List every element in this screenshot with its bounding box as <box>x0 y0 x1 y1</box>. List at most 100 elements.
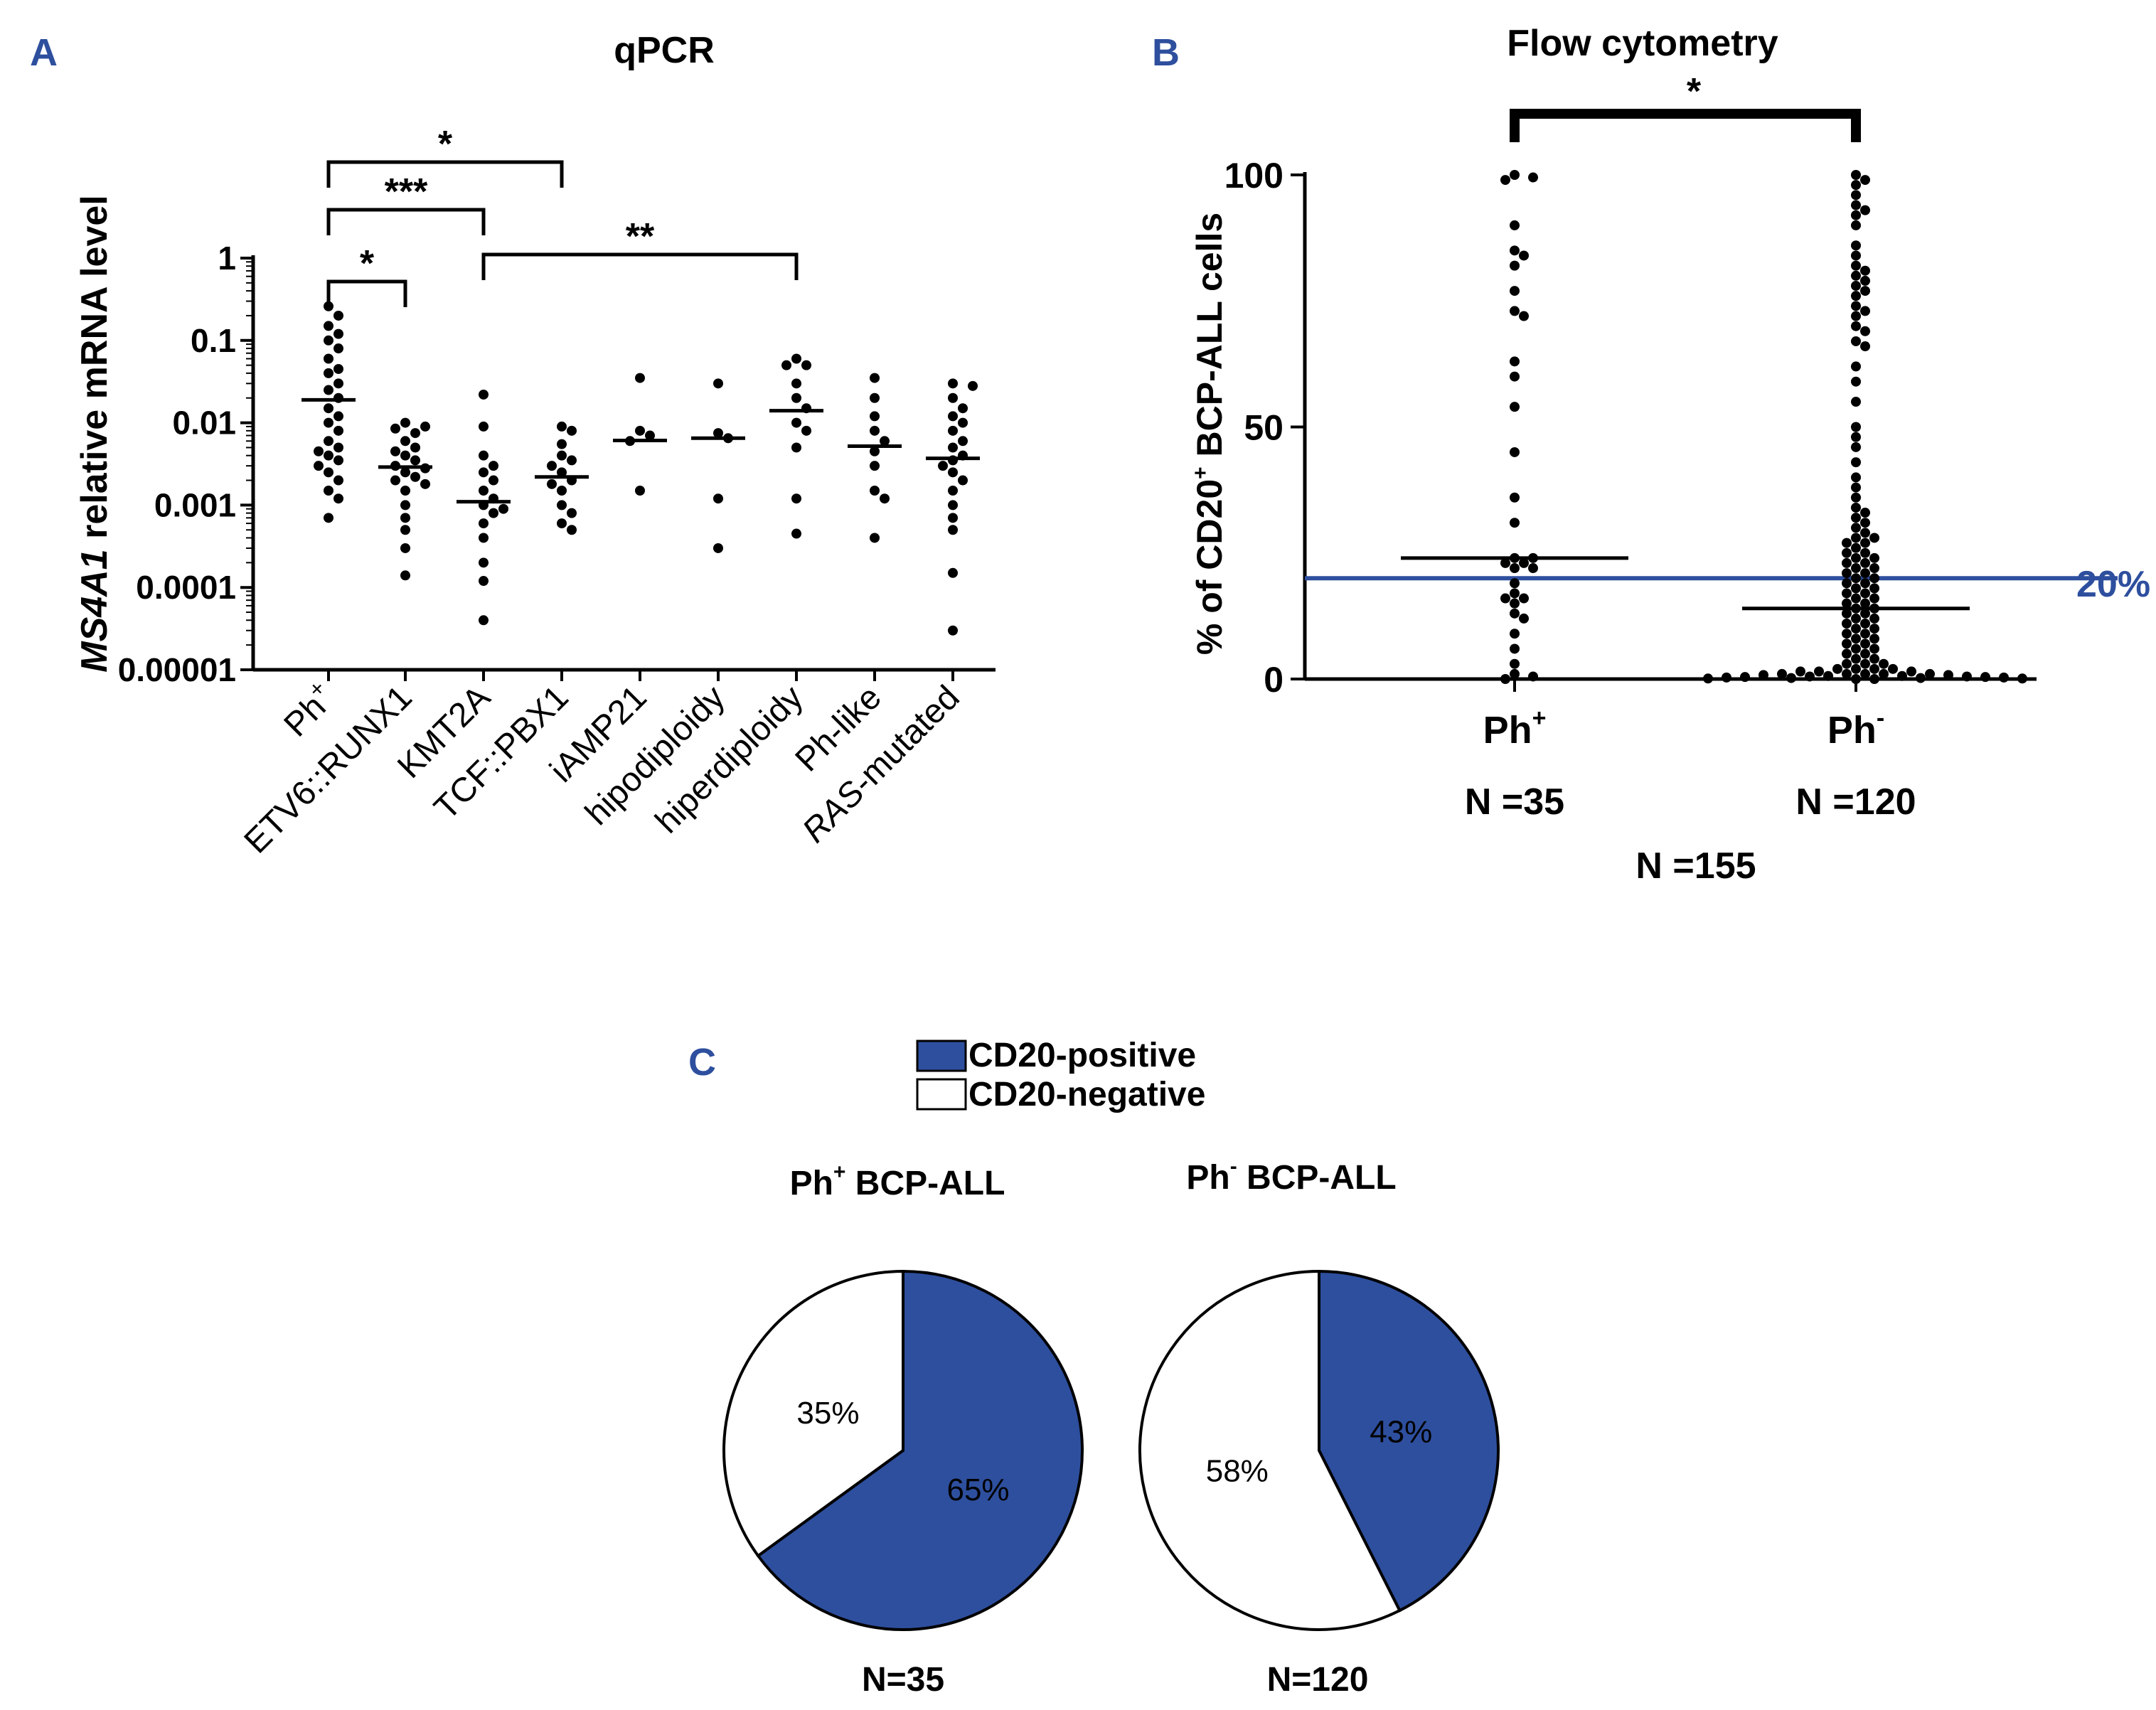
data-point-ras-mutated <box>948 392 958 403</box>
data-point-ph-pos <box>1510 306 1520 316</box>
data-point-ph-neg <box>1851 170 1861 180</box>
data-point-etv6-runx1 <box>400 525 410 535</box>
data-point-ph-like <box>870 461 880 471</box>
pie-chart-ph-negative: 43% 58% <box>1138 1269 1500 1631</box>
data-point-hiperdiploidy <box>791 528 801 539</box>
data-point-ph-neg <box>1851 543 1861 553</box>
data-point-ph-neg <box>1879 658 1889 669</box>
pie-2-title: Ph- BCP-ALL <box>1186 1155 1396 1197</box>
data-point-hipodiploidy <box>713 543 723 553</box>
data-point-kmt2a <box>489 508 498 518</box>
pie-2-title-rest: BCP-ALL <box>1237 1159 1397 1197</box>
data-point-ras-mutated <box>958 475 968 486</box>
data-point-etv6-runx1 <box>390 423 400 434</box>
legend-swatch-positive <box>916 1040 967 1072</box>
data-point-ph-neg <box>1869 643 1879 654</box>
data-point-kmt2a <box>498 503 508 514</box>
data-point-ph-neg <box>1777 668 1787 679</box>
significance-label-b: * <box>1687 71 1702 112</box>
data-point-etv6-runx1 <box>420 479 430 489</box>
data-point-ph-neg <box>1869 593 1879 604</box>
pie-slice-label-cd20-positive: 65% <box>946 1473 1009 1507</box>
data-point-ph-neg <box>1888 663 1898 674</box>
data-point-hipodiploidy <box>713 493 723 504</box>
data-point-ras-mutated <box>958 436 968 447</box>
data-point-ph <box>324 450 333 461</box>
data-point-ph-neg <box>1869 663 1879 674</box>
data-point-ph <box>333 411 343 422</box>
group-n-label: N =120 <box>1795 781 1916 823</box>
data-point-ph-like <box>870 425 880 436</box>
data-point-ras-mutated <box>948 567 958 578</box>
data-point-ph-pos <box>1510 492 1520 503</box>
data-point-ph-pos <box>1510 518 1520 528</box>
data-point-ph-neg <box>1851 492 1861 503</box>
data-point-ph-neg <box>1851 336 1861 346</box>
data-point-ph <box>324 335 333 346</box>
data-point-ph-neg <box>1851 321 1861 331</box>
data-point-etv6-runx1 <box>390 475 400 486</box>
data-point-iamp21 <box>645 430 655 441</box>
data-point-ph-neg <box>1860 578 1870 589</box>
y-axis-label-b: % of CD20+ BCP-ALL cells <box>1189 213 1229 655</box>
legend-swatch-negative <box>916 1078 967 1111</box>
data-point-ph-neg <box>1842 547 1852 558</box>
data-point-hipodiploidy <box>713 378 723 389</box>
data-point-hiperdiploidy <box>781 360 791 370</box>
data-point-ras-mutated <box>948 425 958 436</box>
data-point-ph-like <box>880 493 890 504</box>
data-point-kmt2a <box>479 486 489 496</box>
data-point-ph-neg <box>1851 482 1861 493</box>
data-point-ph-neg <box>1851 513 1861 523</box>
pie-1-title: Ph+ BCP-ALL <box>790 1160 1005 1202</box>
data-point-ph <box>333 328 343 339</box>
data-point-ras-mutated <box>958 417 968 428</box>
data-point-ph-neg <box>1860 265 1870 276</box>
y-axis-label-b-part2: BCP-ALL cells <box>1190 213 1229 467</box>
data-point-etv6-runx1 <box>410 428 420 439</box>
data-point-ph <box>324 368 333 378</box>
data-point-tcf-pbx1 <box>567 425 577 436</box>
significance-a: ******* <box>326 124 799 307</box>
data-point-ph-pos <box>1500 557 1510 568</box>
data-point-ras-mutated <box>948 513 958 523</box>
data-point-ph-neg <box>1842 648 1852 659</box>
significance-label-a: *** <box>385 171 428 213</box>
data-point-ph-neg <box>1860 275 1870 286</box>
data-point-kmt2a <box>479 557 489 568</box>
data-point-ph-neg <box>1851 457 1861 468</box>
data-point-ph-neg <box>1851 432 1861 442</box>
pie-slice-cd20-negative <box>1138 1269 1402 1631</box>
data-point-hiperdiploidy <box>791 442 801 453</box>
data-point-etv6-runx1 <box>410 442 420 453</box>
y-axis-label-a-italic: MS4A1 <box>74 549 115 672</box>
y-axis-label-a: MS4A1 relative mRNA level <box>74 195 115 673</box>
data-point-ph <box>324 417 333 428</box>
data-point-ph-neg <box>1851 663 1861 674</box>
points-a <box>301 301 980 636</box>
data-point-ph-like <box>870 411 880 422</box>
group-n-label: N =35 <box>1465 781 1564 823</box>
data-point-ph-neg <box>1851 533 1861 543</box>
data-point-hiperdiploidy <box>791 392 801 403</box>
data-point-ph <box>314 461 324 471</box>
data-point-ph-neg <box>1814 666 1824 677</box>
data-point-ph-pos <box>1510 447 1520 457</box>
data-point-ras-mutated <box>968 380 978 391</box>
x-tick-label-b: Ph- <box>1827 705 1884 752</box>
data-point-tcf-pbx1 <box>557 486 567 496</box>
data-point-ph-neg <box>1842 578 1852 589</box>
data-point-ph <box>333 378 343 389</box>
data-point-ph-neg <box>1860 668 1870 679</box>
data-point-kmt2a <box>489 475 498 486</box>
data-point-ph-neg <box>1860 568 1870 579</box>
significance-b: * <box>1510 71 1861 142</box>
pie-chart-ph-positive: 65% 35% <box>722 1269 1084 1631</box>
data-point-kmt2a <box>479 576 489 587</box>
data-point-etv6-runx1 <box>410 471 420 482</box>
pie-1-title-rest: BCP-ALL <box>845 1165 1005 1202</box>
y-axis-a: 1 0.1 0.01 0.001 0.0001 0.00001 <box>118 240 255 688</box>
data-point-ph-neg <box>1851 376 1861 387</box>
data-point-ph-pos <box>1528 563 1538 574</box>
